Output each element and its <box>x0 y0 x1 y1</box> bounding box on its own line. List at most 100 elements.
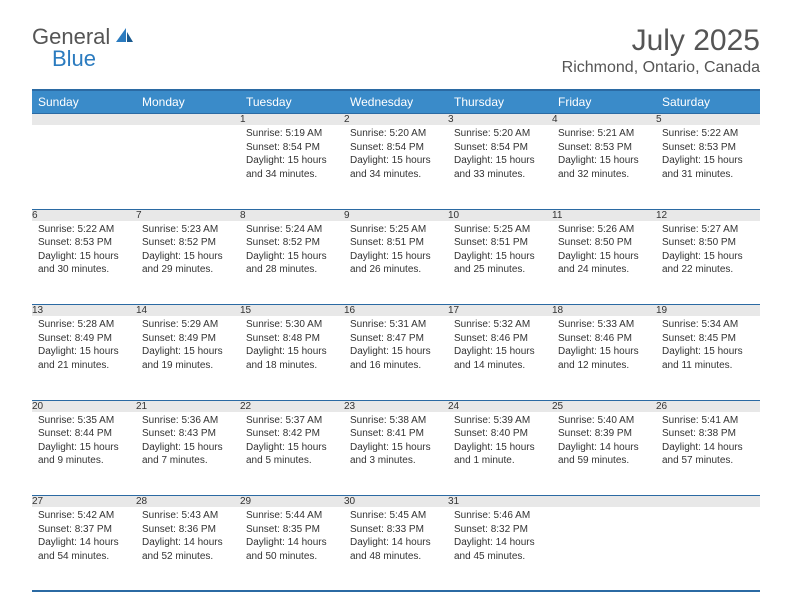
day-cell: Sunrise: 5:33 AMSunset: 8:46 PMDaylight:… <box>552 316 656 400</box>
day-cell: Sunrise: 5:27 AMSunset: 8:50 PMDaylight:… <box>656 221 760 305</box>
day-number: 1 <box>240 114 344 126</box>
day-cell: Sunrise: 5:32 AMSunset: 8:46 PMDaylight:… <box>448 316 552 400</box>
day-content: Sunrise: 5:21 AMSunset: 8:53 PMDaylight:… <box>552 125 656 187</box>
day-header: Friday <box>552 90 656 114</box>
day-number: 3 <box>448 114 552 126</box>
day-number: 21 <box>136 400 240 412</box>
daycontent-row: Sunrise: 5:35 AMSunset: 8:44 PMDaylight:… <box>32 412 760 496</box>
day-cell: Sunrise: 5:43 AMSunset: 8:36 PMDaylight:… <box>136 507 240 591</box>
day-content: Sunrise: 5:29 AMSunset: 8:49 PMDaylight:… <box>136 316 240 378</box>
day-cell: Sunrise: 5:41 AMSunset: 8:38 PMDaylight:… <box>656 412 760 496</box>
day-content: Sunrise: 5:20 AMSunset: 8:54 PMDaylight:… <box>448 125 552 187</box>
day-number: 5 <box>656 114 760 126</box>
day-number: 2 <box>344 114 448 126</box>
day-cell: Sunrise: 5:25 AMSunset: 8:51 PMDaylight:… <box>448 221 552 305</box>
calendar-page: General Blue July 2025 Richmond, Ontario… <box>0 0 792 616</box>
day-number: 22 <box>240 400 344 412</box>
day-cell: Sunrise: 5:28 AMSunset: 8:49 PMDaylight:… <box>32 316 136 400</box>
day-content: Sunrise: 5:32 AMSunset: 8:46 PMDaylight:… <box>448 316 552 378</box>
day-header: Tuesday <box>240 90 344 114</box>
daycontent-row: Sunrise: 5:22 AMSunset: 8:53 PMDaylight:… <box>32 221 760 305</box>
day-content: Sunrise: 5:26 AMSunset: 8:50 PMDaylight:… <box>552 221 656 283</box>
day-number: 27 <box>32 496 136 508</box>
daynum-row: 2728293031 <box>32 496 760 508</box>
day-number: 8 <box>240 209 344 221</box>
day-cell: Sunrise: 5:22 AMSunset: 8:53 PMDaylight:… <box>32 221 136 305</box>
day-header: Sunday <box>32 90 136 114</box>
day-content: Sunrise: 5:39 AMSunset: 8:40 PMDaylight:… <box>448 412 552 474</box>
day-header: Saturday <box>656 90 760 114</box>
day-number: 30 <box>344 496 448 508</box>
day-content: Sunrise: 5:25 AMSunset: 8:51 PMDaylight:… <box>344 221 448 283</box>
logo-sail-icon <box>114 26 136 49</box>
day-number: 14 <box>136 305 240 317</box>
day-content: Sunrise: 5:22 AMSunset: 8:53 PMDaylight:… <box>656 125 760 187</box>
daynum-row: 12345 <box>32 114 760 126</box>
day-number: 24 <box>448 400 552 412</box>
day-cell: Sunrise: 5:40 AMSunset: 8:39 PMDaylight:… <box>552 412 656 496</box>
day-content: Sunrise: 5:33 AMSunset: 8:46 PMDaylight:… <box>552 316 656 378</box>
day-number: 31 <box>448 496 552 508</box>
day-number: 19 <box>656 305 760 317</box>
day-content: Sunrise: 5:46 AMSunset: 8:32 PMDaylight:… <box>448 507 552 569</box>
day-cell: Sunrise: 5:23 AMSunset: 8:52 PMDaylight:… <box>136 221 240 305</box>
daynum-row: 20212223242526 <box>32 400 760 412</box>
daycontent-row: Sunrise: 5:28 AMSunset: 8:49 PMDaylight:… <box>32 316 760 400</box>
day-number: 16 <box>344 305 448 317</box>
day-content: Sunrise: 5:35 AMSunset: 8:44 PMDaylight:… <box>32 412 136 474</box>
day-number: 25 <box>552 400 656 412</box>
logo: General Blue <box>32 24 138 50</box>
day-content: Sunrise: 5:25 AMSunset: 8:51 PMDaylight:… <box>448 221 552 283</box>
day-header: Monday <box>136 90 240 114</box>
calendar-table: SundayMondayTuesdayWednesdayThursdayFrid… <box>32 89 760 592</box>
day-content: Sunrise: 5:36 AMSunset: 8:43 PMDaylight:… <box>136 412 240 474</box>
day-cell: Sunrise: 5:45 AMSunset: 8:33 PMDaylight:… <box>344 507 448 591</box>
day-content: Sunrise: 5:34 AMSunset: 8:45 PMDaylight:… <box>656 316 760 378</box>
day-cell: Sunrise: 5:25 AMSunset: 8:51 PMDaylight:… <box>344 221 448 305</box>
day-number: 26 <box>656 400 760 412</box>
day-content: Sunrise: 5:20 AMSunset: 8:54 PMDaylight:… <box>344 125 448 187</box>
day-content: Sunrise: 5:42 AMSunset: 8:37 PMDaylight:… <box>32 507 136 569</box>
day-cell <box>32 125 136 209</box>
day-cell: Sunrise: 5:26 AMSunset: 8:50 PMDaylight:… <box>552 221 656 305</box>
day-number: 20 <box>32 400 136 412</box>
day-number: 9 <box>344 209 448 221</box>
day-number: 6 <box>32 209 136 221</box>
day-content: Sunrise: 5:44 AMSunset: 8:35 PMDaylight:… <box>240 507 344 569</box>
day-cell: Sunrise: 5:42 AMSunset: 8:37 PMDaylight:… <box>32 507 136 591</box>
day-number <box>552 496 656 508</box>
day-content: Sunrise: 5:22 AMSunset: 8:53 PMDaylight:… <box>32 221 136 283</box>
day-content: Sunrise: 5:37 AMSunset: 8:42 PMDaylight:… <box>240 412 344 474</box>
day-content: Sunrise: 5:40 AMSunset: 8:39 PMDaylight:… <box>552 412 656 474</box>
day-number: 17 <box>448 305 552 317</box>
day-cell: Sunrise: 5:36 AMSunset: 8:43 PMDaylight:… <box>136 412 240 496</box>
day-cell: Sunrise: 5:20 AMSunset: 8:54 PMDaylight:… <box>344 125 448 209</box>
day-cell: Sunrise: 5:38 AMSunset: 8:41 PMDaylight:… <box>344 412 448 496</box>
day-number: 15 <box>240 305 344 317</box>
day-number <box>656 496 760 508</box>
day-number: 10 <box>448 209 552 221</box>
day-content: Sunrise: 5:19 AMSunset: 8:54 PMDaylight:… <box>240 125 344 187</box>
day-number: 11 <box>552 209 656 221</box>
day-header: Thursday <box>448 90 552 114</box>
day-content: Sunrise: 5:23 AMSunset: 8:52 PMDaylight:… <box>136 221 240 283</box>
day-cell: Sunrise: 5:30 AMSunset: 8:48 PMDaylight:… <box>240 316 344 400</box>
day-number: 23 <box>344 400 448 412</box>
day-number <box>32 114 136 126</box>
day-cell: Sunrise: 5:22 AMSunset: 8:53 PMDaylight:… <box>656 125 760 209</box>
day-content: Sunrise: 5:24 AMSunset: 8:52 PMDaylight:… <box>240 221 344 283</box>
day-cell: Sunrise: 5:44 AMSunset: 8:35 PMDaylight:… <box>240 507 344 591</box>
day-number: 13 <box>32 305 136 317</box>
day-cell: Sunrise: 5:37 AMSunset: 8:42 PMDaylight:… <box>240 412 344 496</box>
day-content: Sunrise: 5:45 AMSunset: 8:33 PMDaylight:… <box>344 507 448 569</box>
day-cell: Sunrise: 5:21 AMSunset: 8:53 PMDaylight:… <box>552 125 656 209</box>
month-title: July 2025 <box>562 24 760 57</box>
logo-text-blue: Blue <box>52 46 96 72</box>
daycontent-row: Sunrise: 5:19 AMSunset: 8:54 PMDaylight:… <box>32 125 760 209</box>
day-content: Sunrise: 5:41 AMSunset: 8:38 PMDaylight:… <box>656 412 760 474</box>
day-header-row: SundayMondayTuesdayWednesdayThursdayFrid… <box>32 90 760 114</box>
day-cell: Sunrise: 5:24 AMSunset: 8:52 PMDaylight:… <box>240 221 344 305</box>
day-number: 28 <box>136 496 240 508</box>
daynum-row: 13141516171819 <box>32 305 760 317</box>
day-cell: Sunrise: 5:35 AMSunset: 8:44 PMDaylight:… <box>32 412 136 496</box>
